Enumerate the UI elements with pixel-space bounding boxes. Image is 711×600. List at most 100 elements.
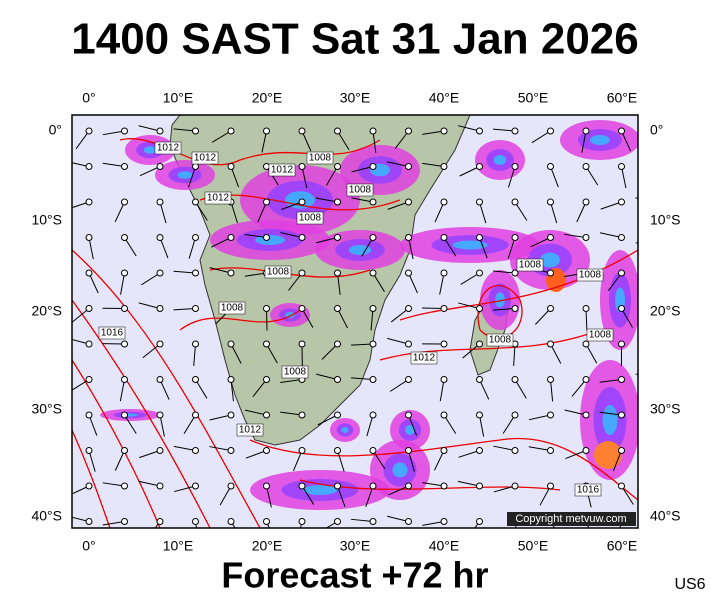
- barb-staff: [564, 233, 587, 238]
- barb-station: [121, 305, 128, 312]
- barb-station: [476, 234, 483, 241]
- rain-core: [405, 425, 415, 435]
- barb-station: [85, 198, 93, 206]
- barb-station: [334, 447, 341, 454]
- barb-staff: [550, 201, 558, 224]
- rain-core: [302, 485, 338, 495]
- barb-station: [227, 447, 235, 454]
- barb-station: [582, 163, 590, 170]
- barb-station: [476, 447, 483, 454]
- isobar: [379, 329, 601, 361]
- isobar: [72, 249, 261, 528]
- barb-station: [85, 482, 93, 490]
- barb-staff: [539, 485, 551, 506]
- barb-staff: [351, 166, 374, 173]
- barb-station: [618, 234, 625, 241]
- barb-station: [582, 198, 590, 206]
- barb-staff: [120, 272, 125, 295]
- barb-staff: [301, 308, 314, 328]
- isobar-label: 1008: [349, 185, 372, 196]
- barb-staff: [387, 337, 409, 345]
- barb-station: [547, 198, 554, 206]
- barb-station: [298, 269, 306, 277]
- isobar-label-box: [586, 328, 614, 342]
- barb-staff: [72, 516, 90, 522]
- barb-staff: [173, 270, 196, 274]
- barb-staff: [211, 237, 232, 248]
- barb-station: [85, 234, 93, 241]
- isobar-label: 1008: [267, 267, 290, 278]
- barb-station: [227, 376, 235, 383]
- barb-station: [440, 411, 448, 419]
- barb-station: [334, 518, 341, 525]
- barb-staff: [531, 130, 551, 144]
- isobar-label-box: [576, 268, 604, 282]
- barb-station: [618, 163, 625, 170]
- barb-station: [156, 305, 164, 312]
- barb-staff: [528, 414, 551, 421]
- barb-station: [263, 127, 270, 135]
- barb-station: [440, 376, 448, 383]
- barb-staff: [141, 272, 161, 286]
- barb-station: [547, 482, 554, 490]
- barb-staff: [257, 201, 267, 223]
- rain-core: [392, 462, 408, 478]
- rain-heavy: [594, 441, 622, 469]
- barb-staff: [493, 308, 516, 311]
- barb-staff: [351, 343, 374, 346]
- barb-station: [227, 411, 235, 419]
- barb-staff: [408, 272, 418, 294]
- barb-station: [192, 376, 199, 383]
- barb-station: [405, 518, 412, 525]
- barb-station: [618, 198, 625, 206]
- barb-staff: [493, 128, 516, 132]
- lat-label: 40°S: [650, 508, 681, 524]
- barb-station: [476, 198, 483, 206]
- barb-staff: [102, 482, 125, 487]
- barb-station: [405, 482, 412, 490]
- barb-staff: [479, 237, 488, 259]
- barb-staff: [387, 515, 409, 522]
- barb-staff: [139, 450, 161, 459]
- lat-label: 0°: [650, 122, 663, 138]
- barb-station: [547, 340, 554, 348]
- isobar-label: 1008: [589, 330, 612, 341]
- barb-staff: [138, 125, 161, 132]
- barb-station: [85, 518, 93, 525]
- barb-station: [227, 518, 235, 525]
- barb-staff: [138, 480, 161, 487]
- barb-staff: [173, 445, 196, 451]
- barb-station: [440, 269, 448, 277]
- barb-station: [85, 447, 93, 454]
- barb-station: [85, 163, 93, 170]
- barb-staff: [195, 379, 208, 399]
- barb-station: [440, 163, 448, 170]
- barb-station: [156, 340, 164, 348]
- barb-station: [405, 447, 412, 454]
- credit: Copyright metvuw.com: [515, 513, 626, 525]
- barb-staff: [599, 379, 622, 383]
- lon-label: 60°E: [607, 538, 638, 554]
- barb-staff: [462, 343, 480, 359]
- barb-station: [156, 269, 164, 277]
- barb-staff: [209, 267, 232, 274]
- barb-staff: [230, 343, 242, 364]
- barb-staff: [188, 166, 196, 188]
- barb-staff: [422, 521, 445, 526]
- barb-station: [405, 163, 412, 170]
- barb-staff: [457, 480, 480, 487]
- barb-staff: [493, 485, 516, 493]
- map-area: 1012 1012 1012 1008 1012 1008 1008 1008 1008 1016…: [72, 115, 638, 528]
- barb-station: [156, 411, 164, 419]
- barb-staff: [458, 302, 480, 309]
- barb-station: [156, 518, 164, 525]
- barb-staff: [173, 308, 196, 311]
- barb-station: [440, 340, 448, 348]
- barb-staff: [139, 166, 161, 177]
- barb-station: [476, 411, 483, 419]
- barb-station: [192, 198, 199, 206]
- isobar-label-box: [204, 191, 232, 205]
- lon-label: 10°E: [163, 90, 194, 106]
- barb-staff: [365, 485, 374, 507]
- barb-staff: [337, 130, 350, 151]
